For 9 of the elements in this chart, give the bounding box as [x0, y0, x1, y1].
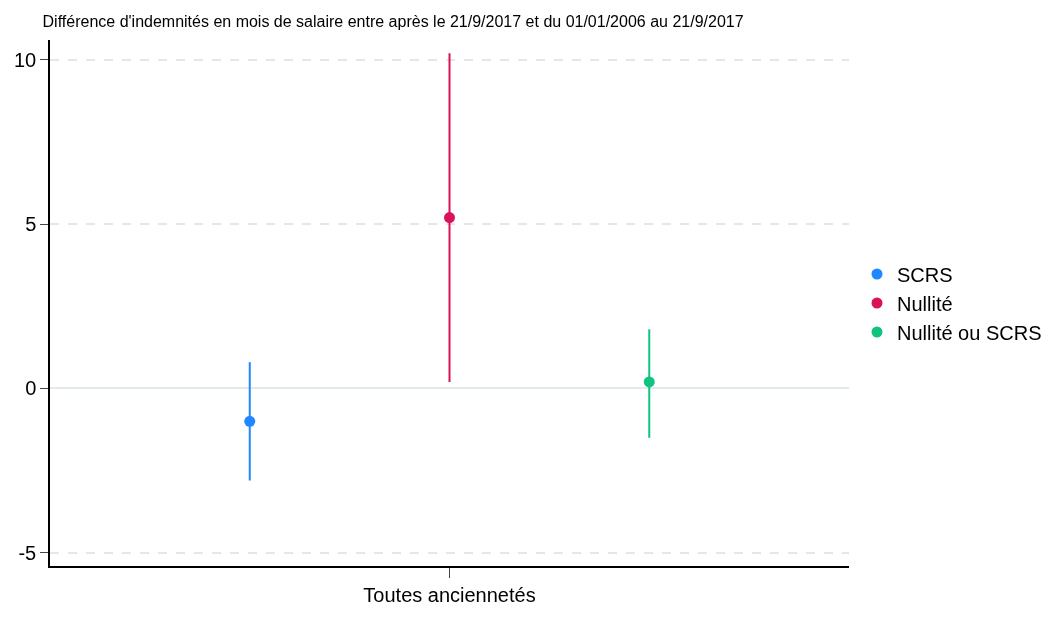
legend-label: Nullité ou SCRS — [896, 321, 1042, 344]
y-tick-label: -5 — [18, 541, 37, 564]
x-tick-label: Toutes anciennetés — [363, 583, 536, 606]
chart-title: Différence d'indemnités en mois de salaire entre après le 21/9/2017 et du 01/01/2006 au 21/9/2017 — [42, 12, 744, 30]
y-tick-label: 10 — [14, 48, 37, 71]
legend-label: Nullité — [896, 292, 953, 315]
legend-label: SCRS — [896, 263, 953, 286]
y-tick-label: 5 — [25, 213, 37, 236]
y-tick-label: 0 — [25, 377, 37, 400]
